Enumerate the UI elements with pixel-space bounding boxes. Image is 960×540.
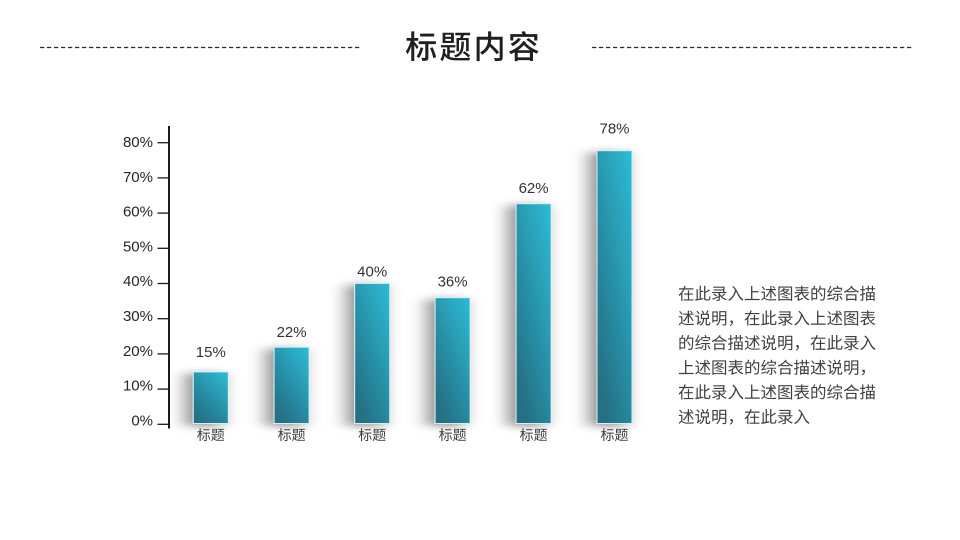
svg-text:20%: 20%	[123, 343, 153, 360]
svg-text:62%: 62%	[519, 180, 549, 197]
svg-text:40%: 40%	[357, 264, 387, 281]
svg-text:50%: 50%	[123, 238, 153, 255]
svg-text:15%: 15%	[196, 344, 226, 361]
svg-text:70%: 70%	[123, 169, 153, 186]
svg-text:40%: 40%	[123, 273, 153, 290]
svg-text:10%: 10%	[123, 378, 153, 395]
svg-text:0%: 0%	[131, 412, 153, 429]
svg-text:30%: 30%	[123, 308, 153, 325]
svg-text:60%: 60%	[123, 204, 153, 221]
svg-text:36%: 36%	[438, 274, 468, 291]
svg-text:22%: 22%	[277, 324, 307, 341]
svg-text:78%: 78%	[599, 121, 629, 138]
svg-text:80%: 80%	[123, 134, 153, 151]
